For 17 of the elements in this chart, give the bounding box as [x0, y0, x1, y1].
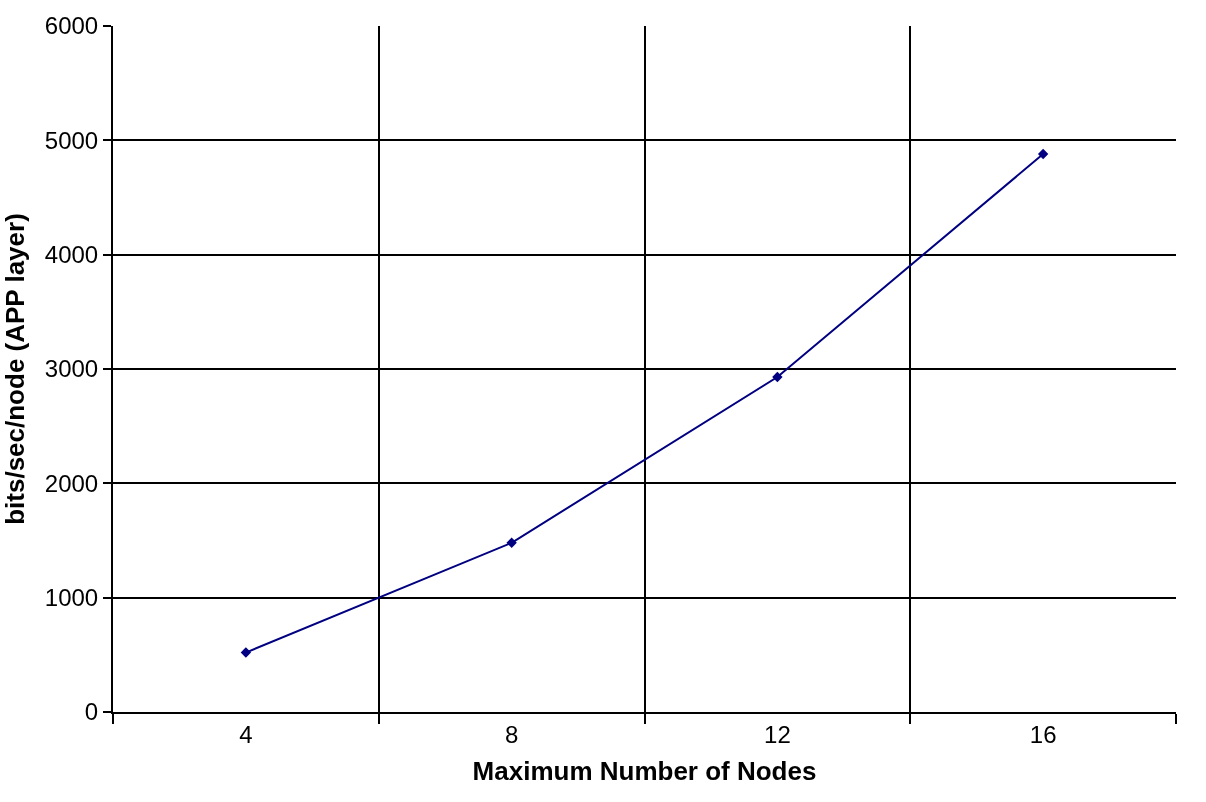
- x-axis-title: Maximum Number of Nodes: [472, 756, 817, 786]
- y-tick-label: 0: [84, 698, 99, 726]
- y-tick-label: 4000: [44, 241, 99, 269]
- point: [506, 537, 517, 548]
- x-tick-label: 8: [504, 720, 519, 748]
- y-tick-label: 2000: [44, 469, 99, 497]
- x-tick-label: 4: [239, 720, 253, 748]
- y-axis-title: bits/sec/node (APP layer): [0, 213, 30, 525]
- point: [1037, 148, 1049, 160]
- point: [240, 647, 252, 658]
- y-tick-label: 1000: [44, 584, 99, 612]
- point: [772, 371, 783, 383]
- y-tick-label: 6000: [44, 12, 99, 40]
- x-tick-label: 12: [764, 720, 791, 748]
- x-tick-label: 16: [1029, 720, 1057, 748]
- y-tick-label: 3000: [44, 355, 99, 383]
- y-tick-label: 5000: [44, 126, 99, 154]
